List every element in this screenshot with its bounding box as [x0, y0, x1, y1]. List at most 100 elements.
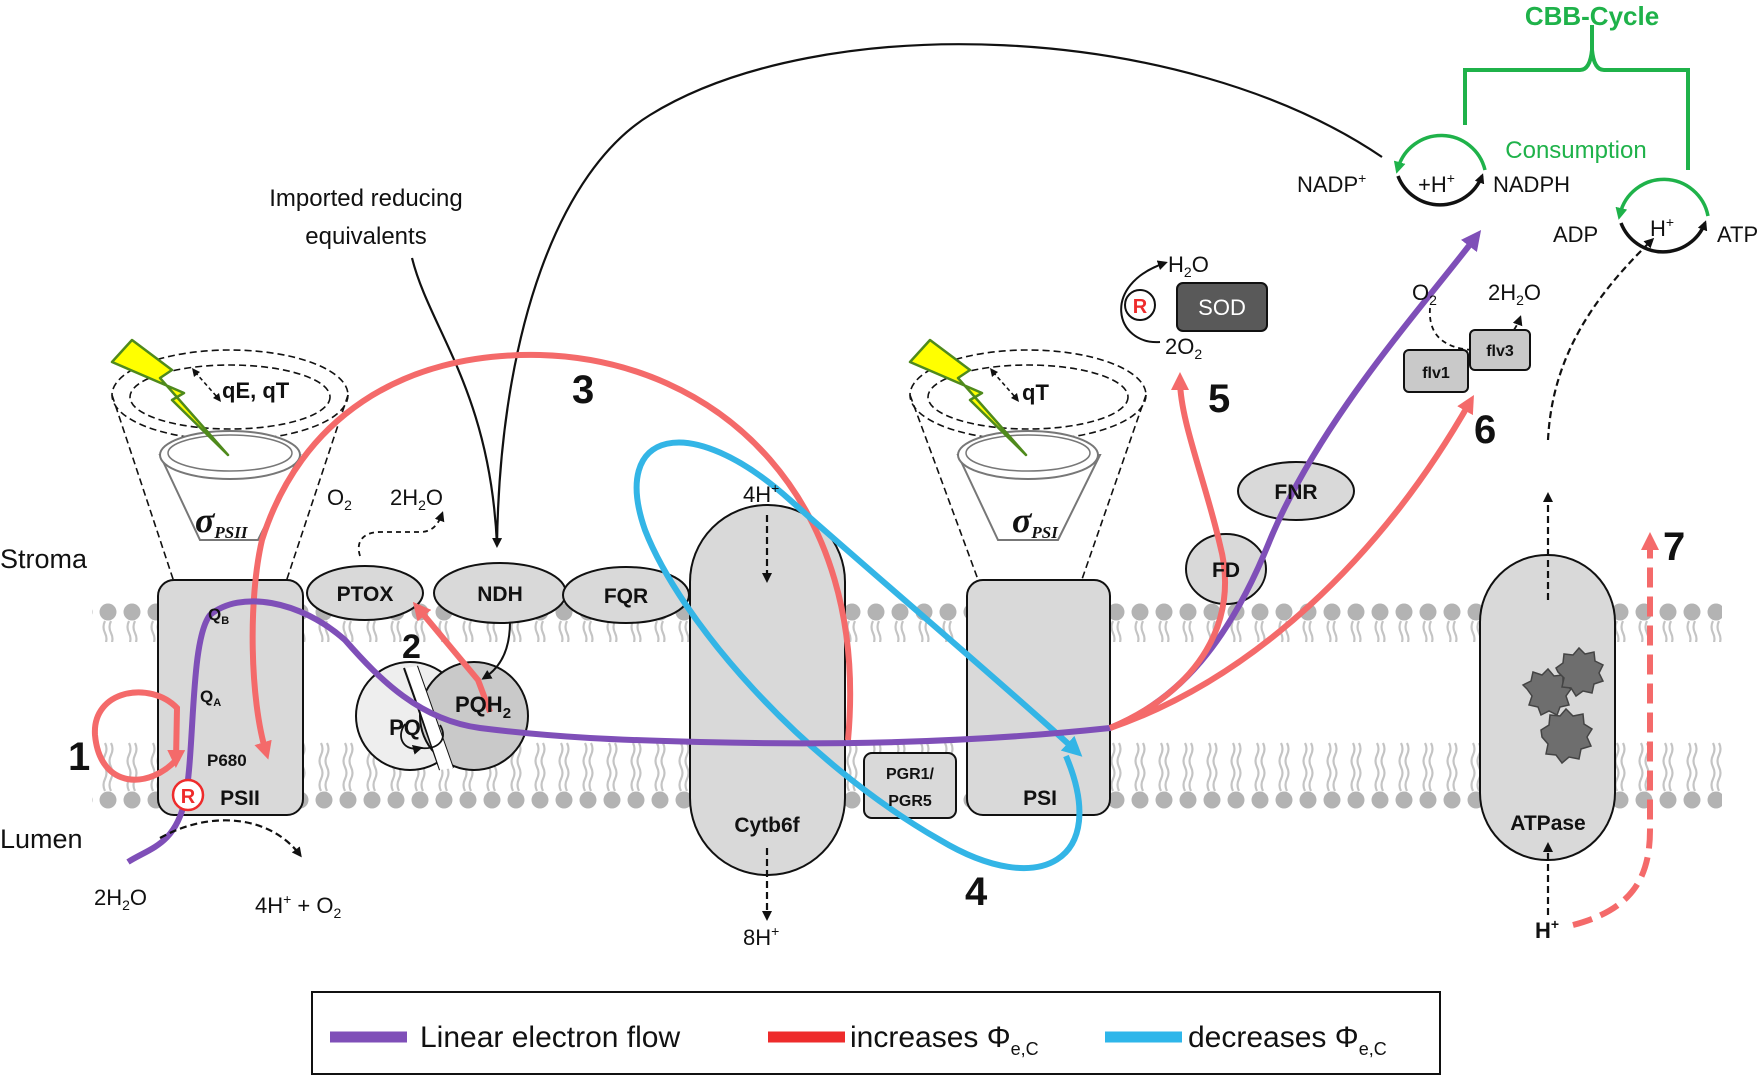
ptox-o2-label: O2 — [327, 485, 352, 513]
atp-cycle-black-arc — [1619, 220, 1708, 254]
psi-quench-label: qT — [1022, 380, 1049, 405]
ptox-label: PTOX — [337, 583, 394, 606]
cytb6f-label: Cytb6f — [734, 814, 800, 837]
sod-h2o-label: H2O — [1168, 252, 1209, 280]
pathway-5-red — [1108, 372, 1228, 731]
psii-antenna — [111, 349, 349, 586]
imported-label-line1: Imported reducing — [269, 185, 462, 212]
qb-label: QB — [208, 605, 229, 627]
psi-antenna — [909, 349, 1147, 586]
cyt-bottom-protons-label: 8H+ — [743, 923, 779, 950]
pathway-number-3: 3 — [572, 368, 594, 412]
sod-o2-label: 2O2 — [1165, 334, 1202, 362]
legend-increases-label: increases Φe,C — [850, 1021, 1039, 1059]
psi-sigma-label: σPSI — [1012, 500, 1059, 542]
atpase-to-atp-arrow — [1546, 237, 1655, 441]
pgr-label-line2: PGR5 — [888, 793, 932, 810]
pathway-1-loop — [91, 689, 186, 783]
nadph-cycle-green-arc — [1393, 133, 1487, 174]
psi-quench-arrow — [992, 371, 1017, 399]
flv-o2-label: O2 — [1412, 280, 1437, 308]
lumen-products-label: 4H+ + O2 — [255, 891, 342, 921]
ndh-label: NDH — [477, 583, 523, 606]
flv3-label: flv3 — [1486, 343, 1514, 360]
pq-cycle-arrow — [400, 723, 444, 749]
ptox-h2o-label: 2H2O — [390, 485, 443, 513]
fqr-complex — [562, 566, 690, 624]
linear-electron-flow — [126, 230, 1482, 865]
p680-label: P680 — [207, 751, 247, 770]
lumen-label: Lumen — [0, 824, 83, 854]
adp-label: ADP — [1553, 222, 1598, 247]
pqh2-label: PQH2 — [455, 692, 511, 722]
svg-text:R: R — [1133, 296, 1148, 318]
flv1-box — [1403, 349, 1469, 393]
fnr-label: FNR — [1274, 481, 1317, 504]
ndh-to-pqh2-arrow — [481, 621, 511, 680]
cyt-top-protons-label: 4H+ — [743, 480, 779, 507]
legend-box — [311, 991, 1441, 1075]
sod-label: SOD — [1198, 295, 1246, 320]
psii-quench-arrow — [194, 371, 219, 399]
pq-pool — [355, 661, 529, 771]
svg-text:R: R — [181, 786, 196, 808]
nadph-label: NADPH — [1493, 172, 1570, 197]
fd-label: FD — [1212, 559, 1240, 582]
pathway-6-red — [1109, 395, 1474, 731]
psii-r-marker: R — [171, 778, 205, 812]
atp-cycle-green-arc — [1615, 177, 1710, 220]
legend: Linear electron flow increases Φe,C decr… — [311, 991, 1441, 1075]
psii-light-bolt-icon — [110, 338, 230, 457]
atpase-gears-icon — [1521, 646, 1605, 765]
ptox-complex — [306, 565, 424, 621]
pathway-7-dashed — [1572, 532, 1659, 928]
atp-hplus-label: H+ — [1650, 214, 1674, 241]
nadp-label: NADP+ — [1297, 170, 1366, 197]
pathway-number-2: 2 — [402, 628, 421, 666]
imported-label-line2: equivalents — [305, 223, 426, 250]
pathway-2-red — [412, 601, 493, 714]
nadph-hplus-label: +H+ — [1418, 170, 1455, 197]
atpase-label: ATPase — [1510, 812, 1585, 835]
psii-complex — [157, 579, 304, 816]
pgr-label-line1: PGR1/ — [886, 766, 935, 783]
psi-light-bolt-icon — [908, 338, 1028, 457]
pathway-number-6: 6 — [1474, 408, 1496, 452]
psii-quench-label: qE, qT — [222, 378, 290, 403]
psii-water-split-arrow — [159, 819, 302, 858]
cbb-bracket — [1463, 25, 1690, 170]
pathway-number-7: 7 — [1663, 525, 1685, 569]
lumen-h2o-label: 2H2O — [94, 885, 147, 913]
fqr-label: FQR — [604, 585, 648, 608]
atp-label: ATP — [1717, 222, 1758, 247]
pathway-number-4: 4 — [965, 870, 988, 914]
pgr-complex — [863, 752, 957, 819]
flv1-label: flv1 — [1422, 365, 1450, 382]
pq-label: PQ — [389, 715, 421, 740]
sod-r-marker: R — [1124, 289, 1156, 321]
ptox-water-arrow — [357, 511, 445, 557]
legend-decreases-label: decreases Φe,C — [1188, 1021, 1387, 1059]
stroma-label: Stroma — [0, 544, 88, 574]
consumption-label: Consumption — [1505, 137, 1646, 164]
cbb-cycle-label: CBB-Cycle — [1525, 1, 1659, 31]
pathway-4-loop — [633, 439, 1083, 871]
bottom-proton-label: H+ — [1535, 916, 1559, 943]
psii-label: PSII — [220, 787, 260, 810]
psi-label: PSI — [1023, 787, 1057, 810]
imported-equivalents-arrow — [410, 257, 499, 546]
psi-complex — [966, 579, 1111, 816]
nadph-to-ndh-arrow — [492, 43, 1383, 548]
nadph-cycle-black-arc — [1396, 173, 1485, 207]
flv-h2o-label: 2H2O — [1488, 280, 1541, 308]
legend-linear-label: Linear electron flow — [420, 1021, 680, 1054]
pathway-3-arc — [249, 351, 854, 760]
psii-sigma-label: σPSII — [195, 500, 249, 542]
sod-cycle-arrow — [1120, 260, 1168, 344]
sod-box — [1176, 282, 1268, 332]
pathway-number-5: 5 — [1208, 377, 1230, 421]
pathway-number-1: 1 — [68, 735, 90, 779]
flv3-box — [1469, 329, 1531, 371]
qa-label: QA — [200, 687, 221, 709]
